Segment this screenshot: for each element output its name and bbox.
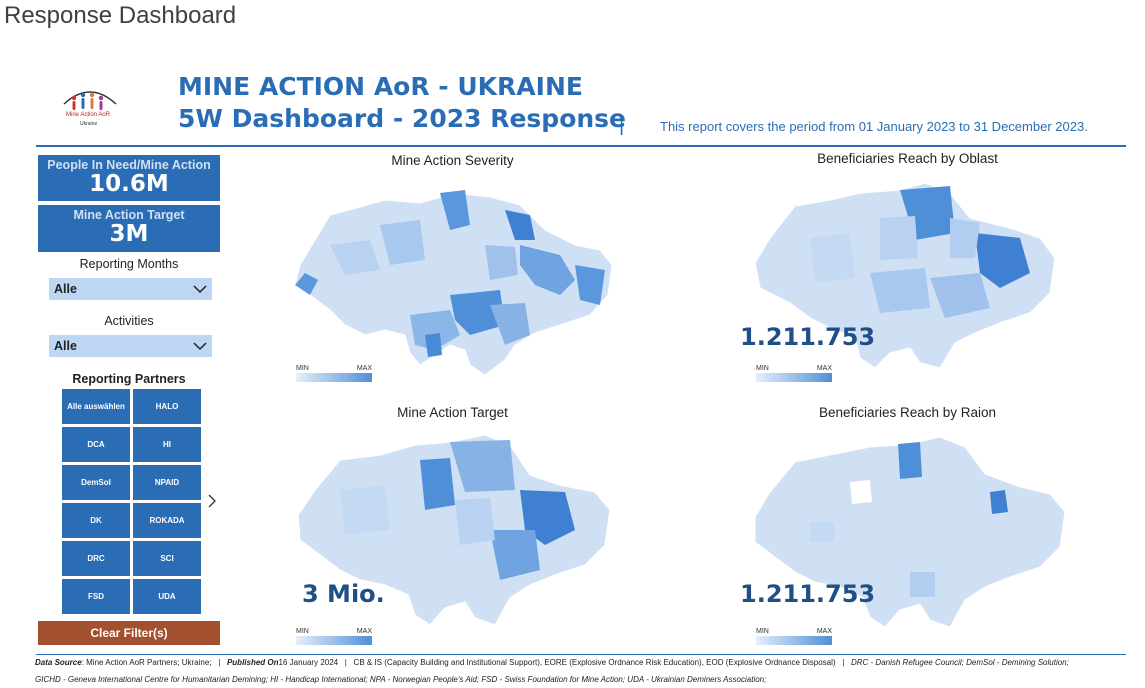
legend-max-label: MAX bbox=[356, 365, 372, 372]
legend-min-label: MIN bbox=[296, 365, 309, 372]
data-source-text: : Mine Action AoR Partners; Ukraine; bbox=[81, 658, 212, 667]
footer-line-1: Data Source: Mine Action AoR Partners; U… bbox=[35, 658, 1069, 667]
header-divider bbox=[36, 145, 1126, 147]
raion-map[interactable] bbox=[750, 432, 1070, 632]
chevron-right-icon[interactable] bbox=[206, 492, 218, 510]
legend-gradient bbox=[296, 373, 372, 382]
partner-button-demsol[interactable]: DemSol bbox=[62, 465, 130, 500]
legend-max-label: MAX bbox=[356, 628, 372, 635]
page-title: Response Dashboard bbox=[4, 2, 237, 29]
partner-button-all[interactable]: Alle auswählen bbox=[62, 389, 130, 424]
published-label: Published On bbox=[226, 658, 279, 667]
footer-divider bbox=[36, 654, 1126, 655]
legend-gradient bbox=[296, 636, 372, 645]
partner-abbreviations-text-2: GICHD - Geneva International Centre for … bbox=[35, 675, 767, 684]
severity-map-title: Mine Action Severity bbox=[391, 153, 514, 168]
logo-subtext: Ukraine bbox=[80, 121, 98, 127]
partner-button-dca[interactable]: DCA bbox=[62, 427, 130, 462]
footer-line-2: GICHD - Geneva International Centre for … bbox=[35, 675, 766, 684]
activities-dropdown[interactable]: Alle bbox=[49, 335, 212, 357]
dashboard-title: MINE ACTION AoR - UKRAINE bbox=[178, 72, 583, 101]
oblast-beneficiaries-value: 1.211.753 bbox=[740, 323, 876, 351]
partner-button-halo[interactable]: HALO bbox=[133, 389, 201, 424]
mine-action-target-value: 3M bbox=[109, 221, 149, 247]
chevron-down-icon bbox=[193, 285, 207, 294]
reporting-months-value: Alle bbox=[54, 282, 77, 296]
partner-button-rokada[interactable]: ROKADA bbox=[133, 503, 201, 538]
header-separator: | bbox=[619, 114, 625, 136]
mine-action-target-card: Mine Action Target 3M bbox=[38, 205, 220, 252]
data-source-label: Data Source bbox=[35, 658, 82, 667]
reporting-months-label: Reporting Months bbox=[79, 257, 179, 271]
target-map-title: Mine Action Target bbox=[397, 405, 508, 420]
oblast-map[interactable] bbox=[750, 178, 1060, 378]
clear-filters-button[interactable]: Clear Filter(s) bbox=[38, 621, 220, 645]
mine-action-aor-logo bbox=[63, 91, 117, 110]
legend-min-label: MIN bbox=[756, 628, 769, 635]
legend-min-label: MIN bbox=[296, 628, 309, 635]
partner-button-npaid[interactable]: NPAID bbox=[133, 465, 201, 500]
partner-button-uda[interactable]: UDA bbox=[133, 579, 201, 614]
people-in-need-card: People In Need/Mine Action 10.6M bbox=[38, 155, 220, 201]
partner-button-dk[interactable]: DK bbox=[62, 503, 130, 538]
legend-min-label: MIN bbox=[756, 365, 769, 372]
activities-value: Alle bbox=[54, 339, 77, 353]
partner-abbreviations-text: DRC - Danish Refugee Council; DemSol - D… bbox=[850, 658, 1069, 667]
legend-gradient bbox=[756, 373, 832, 382]
report-period: This report covers the period from 01 Ja… bbox=[660, 119, 1088, 134]
target-map[interactable] bbox=[290, 430, 620, 630]
reporting-months-dropdown[interactable]: Alle bbox=[49, 278, 212, 300]
partner-button-fsd[interactable]: FSD bbox=[62, 579, 130, 614]
legend-gradient bbox=[756, 636, 832, 645]
raion-map-title: Beneficiaries Reach by Raion bbox=[818, 405, 997, 420]
legend-max-label: MAX bbox=[816, 628, 832, 635]
activities-label: Activities bbox=[104, 314, 154, 328]
partner-button-sci[interactable]: SCI bbox=[133, 541, 201, 576]
partner-button-drc[interactable]: DRC bbox=[62, 541, 130, 576]
people-in-need-label: People In Need/Mine Action bbox=[47, 158, 211, 172]
people-in-need-value: 10.6M bbox=[89, 171, 169, 197]
reporting-partners-label: Reporting Partners bbox=[72, 372, 186, 386]
dashboard-subtitle: 5W Dashboard - 2023 Response bbox=[178, 104, 626, 133]
logo-text: Mine Action AoR bbox=[66, 112, 111, 118]
abbreviations-text: CB & IS (Capacity Building and Instituti… bbox=[353, 658, 836, 667]
severity-map[interactable] bbox=[290, 185, 620, 380]
oblast-map-title: Beneficiaries Reach by Oblast bbox=[817, 151, 998, 166]
target-value: 3 Mio. bbox=[302, 580, 385, 608]
published-date: 16 January 2024 bbox=[278, 658, 339, 667]
raion-beneficiaries-value: 1.211.753 bbox=[740, 580, 876, 608]
legend-max-label: MAX bbox=[816, 365, 832, 372]
mine-action-target-label: Mine Action Target bbox=[73, 208, 185, 222]
chevron-down-icon bbox=[193, 342, 207, 351]
partner-button-hi[interactable]: HI bbox=[133, 427, 201, 462]
